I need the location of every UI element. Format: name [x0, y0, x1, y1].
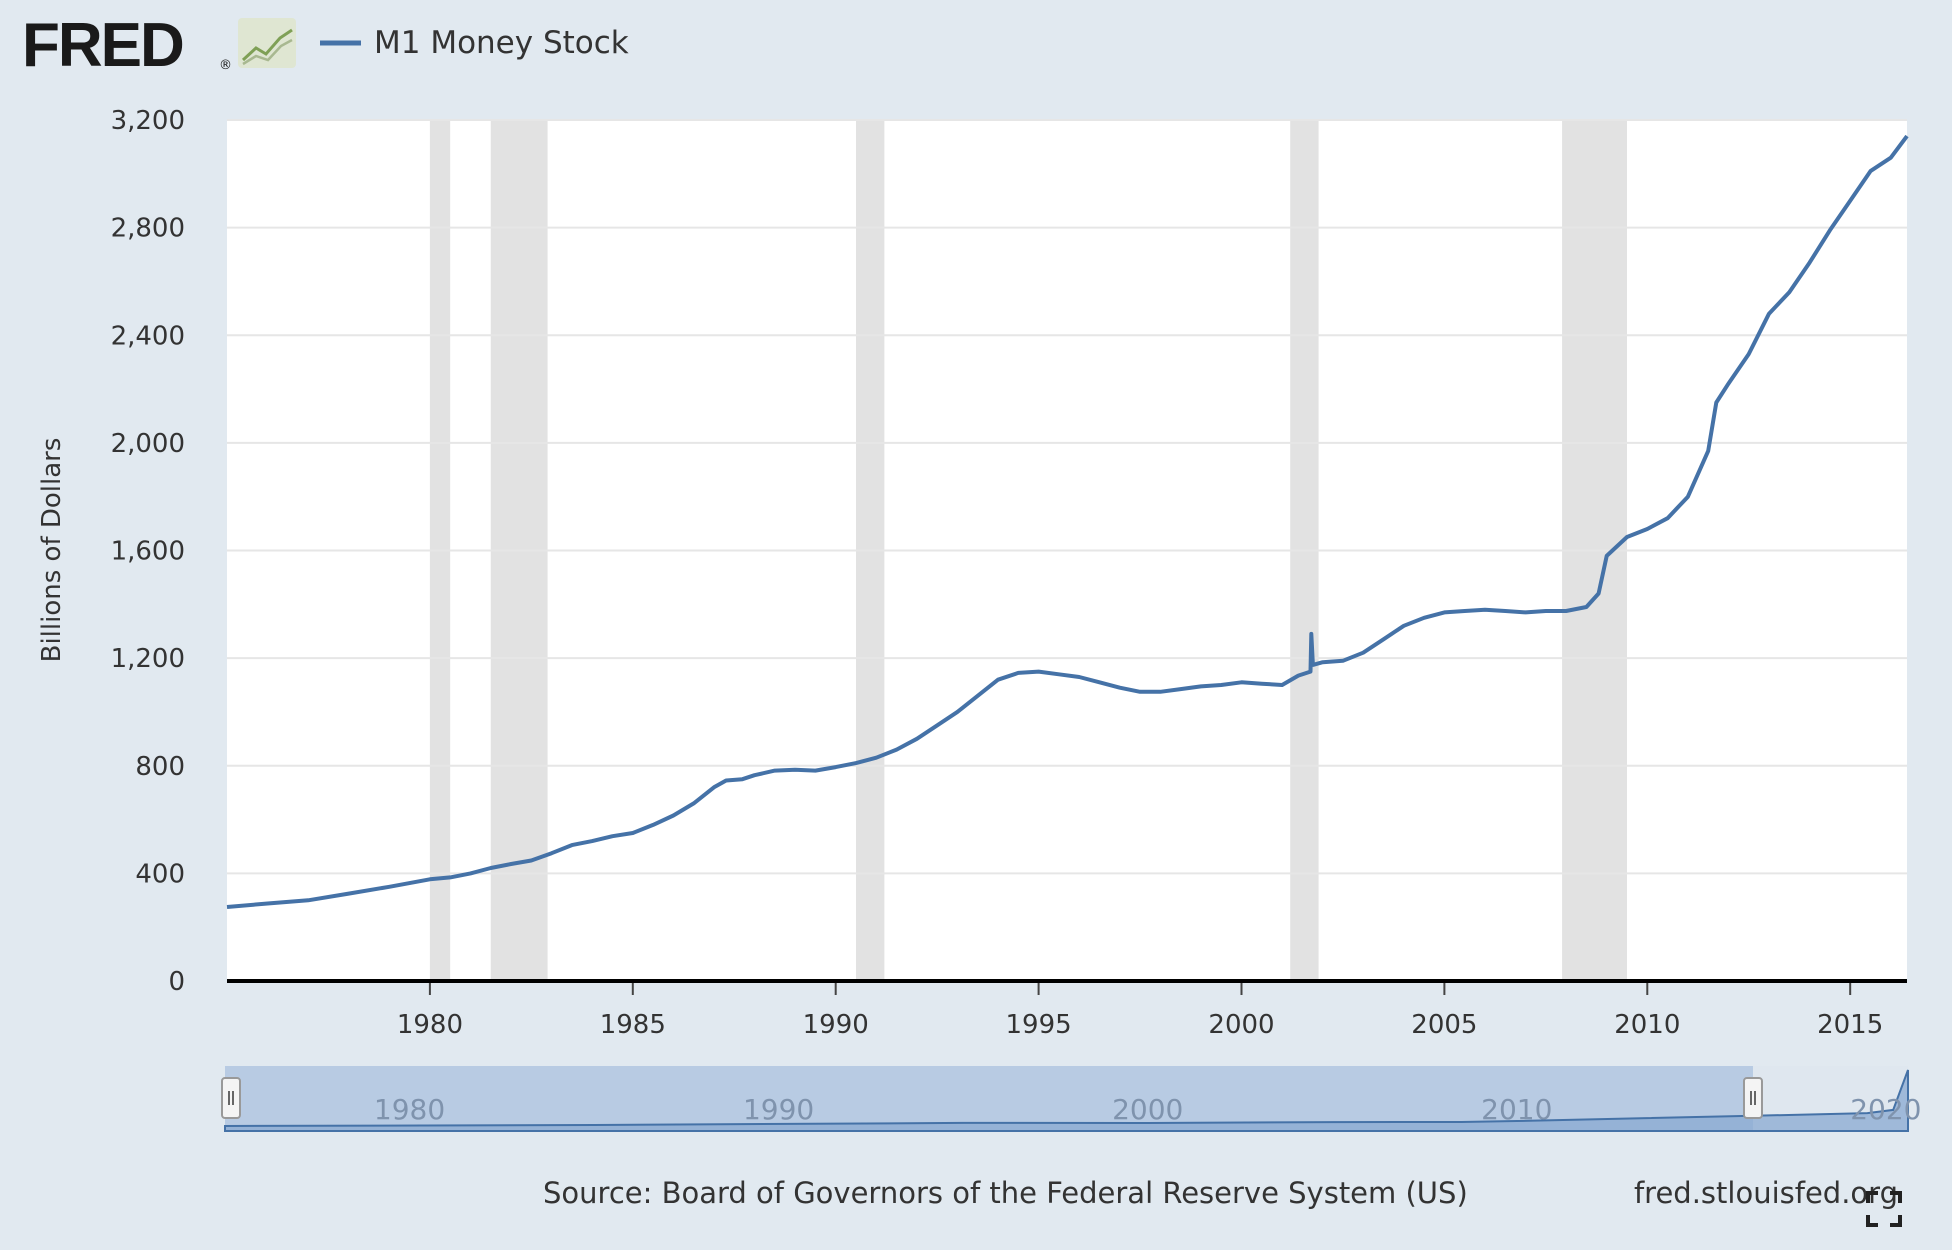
y-tick-label: 2,000	[111, 429, 185, 459]
range-navigator[interactable]: 1980 1990 2000 2010 2020	[221, 1066, 1922, 1132]
navigator-label: 1980	[374, 1093, 445, 1126]
x-tick-label: 2000	[1208, 1010, 1274, 1040]
fred-logo[interactable]: FRED ®	[22, 11, 296, 80]
navigator-axis: 1980 1990 2000 2010 2020	[374, 1093, 1922, 1126]
series-line-m1-money-stock[interactable]	[226, 134, 1909, 909]
y-tick-label: 800	[135, 752, 185, 782]
line-chart-icon	[238, 18, 296, 68]
y-tick-label: 2,400	[111, 321, 185, 351]
x-tick-label: 2010	[1614, 1010, 1680, 1040]
navigator-label: 2020	[1850, 1093, 1921, 1126]
x-tick-label: 1980	[397, 1010, 463, 1040]
y-tick-label: 3,200	[111, 106, 185, 136]
legend[interactable]: M1 Money Stock	[320, 25, 629, 61]
y-tick-label: 1,600	[111, 537, 185, 567]
y-tick-label: 0	[168, 967, 185, 997]
navigator-selected-range	[225, 1066, 1753, 1131]
fred-logo-registered: ®	[219, 58, 232, 73]
navigator-label: 2010	[1481, 1093, 1552, 1126]
y-tick-label: 400	[135, 859, 185, 889]
fullscreen-icon[interactable]	[1866, 1191, 1902, 1227]
site-link[interactable]: fred.stlouisfed.org	[1634, 1176, 1898, 1210]
x-tick-label: 1990	[803, 1010, 869, 1040]
y-tick-label: 1,200	[111, 644, 185, 674]
fred-logo-text: FRED	[22, 11, 183, 80]
gridlines	[227, 119, 1907, 875]
navigator-handle-right[interactable]	[1742, 1077, 1763, 1119]
x-tick-label: 2005	[1411, 1010, 1477, 1040]
y-axis: 0 400 800 1,200 1,600 2,000 2,400 2,800 3,200	[111, 106, 185, 997]
x-tick-label: 1985	[600, 1010, 666, 1040]
source-text: Source: Board of Governors of the Federa…	[543, 1176, 1468, 1210]
navigator-label: 2000	[1112, 1093, 1183, 1126]
navigator-label: 1990	[743, 1093, 814, 1126]
x-tick-label: 1995	[1006, 1010, 1072, 1040]
legend-label: M1 Money Stock	[374, 25, 629, 61]
navigator-handle-left[interactable]	[221, 1077, 241, 1119]
x-tick-label: 2015	[1817, 1010, 1883, 1040]
y-axis-label: Billions of Dollars	[37, 438, 67, 663]
y-tick-label: 2,800	[111, 214, 185, 244]
navigator-series-area	[224, 1069, 1909, 1132]
x-axis: 1980 1985 1990 1995 2000 2005 2010 2015	[397, 981, 1883, 1040]
